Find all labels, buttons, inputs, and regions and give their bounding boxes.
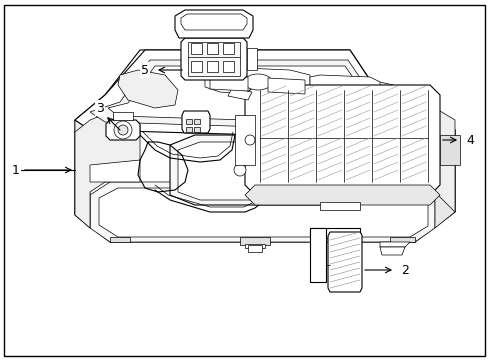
Bar [186,119,192,124]
Polygon shape [90,182,435,242]
Bar [207,43,218,54]
Polygon shape [188,42,240,76]
Polygon shape [380,242,410,247]
Polygon shape [435,130,455,228]
Circle shape [118,125,128,135]
Polygon shape [90,60,438,132]
Polygon shape [245,85,440,195]
Polygon shape [248,245,262,252]
Polygon shape [106,120,140,140]
Polygon shape [175,10,253,38]
Polygon shape [182,111,210,133]
Bar [207,61,218,72]
Polygon shape [235,115,255,165]
Polygon shape [370,135,435,175]
Polygon shape [205,67,310,97]
Polygon shape [75,120,90,228]
Polygon shape [370,82,435,128]
Polygon shape [99,188,428,237]
Polygon shape [247,48,257,70]
Polygon shape [118,70,178,108]
Polygon shape [272,156,312,192]
Polygon shape [370,100,455,212]
Polygon shape [110,237,130,242]
Polygon shape [178,142,338,200]
Text: 5: 5 [141,63,149,77]
Polygon shape [390,237,415,242]
Bar [223,43,234,54]
Polygon shape [108,66,422,125]
Polygon shape [380,247,405,255]
Bar [191,61,202,72]
Polygon shape [113,112,133,120]
Ellipse shape [244,74,272,90]
Text: 4: 4 [466,134,474,147]
Polygon shape [181,38,247,80]
Bar [194,119,200,124]
Text: 1: 1 [12,163,20,176]
Bar [223,61,234,72]
Circle shape [114,121,132,139]
Polygon shape [75,112,140,228]
Polygon shape [310,228,360,238]
Polygon shape [75,50,455,140]
Bar [191,43,202,54]
Text: 3: 3 [96,102,104,114]
Circle shape [245,135,255,145]
Circle shape [234,164,246,176]
Polygon shape [328,232,362,292]
Polygon shape [268,78,305,94]
Polygon shape [170,135,345,205]
Polygon shape [310,228,326,282]
Bar [186,127,192,132]
Polygon shape [210,75,248,91]
Text: 2: 2 [401,264,409,276]
Bar [194,127,200,132]
Polygon shape [181,14,247,30]
Polygon shape [90,160,140,182]
Polygon shape [440,135,460,165]
Polygon shape [382,105,432,122]
Polygon shape [245,185,440,205]
Polygon shape [310,75,380,100]
Polygon shape [320,202,360,210]
Polygon shape [245,244,265,248]
Polygon shape [228,88,252,100]
Polygon shape [240,237,270,245]
Polygon shape [75,50,455,242]
